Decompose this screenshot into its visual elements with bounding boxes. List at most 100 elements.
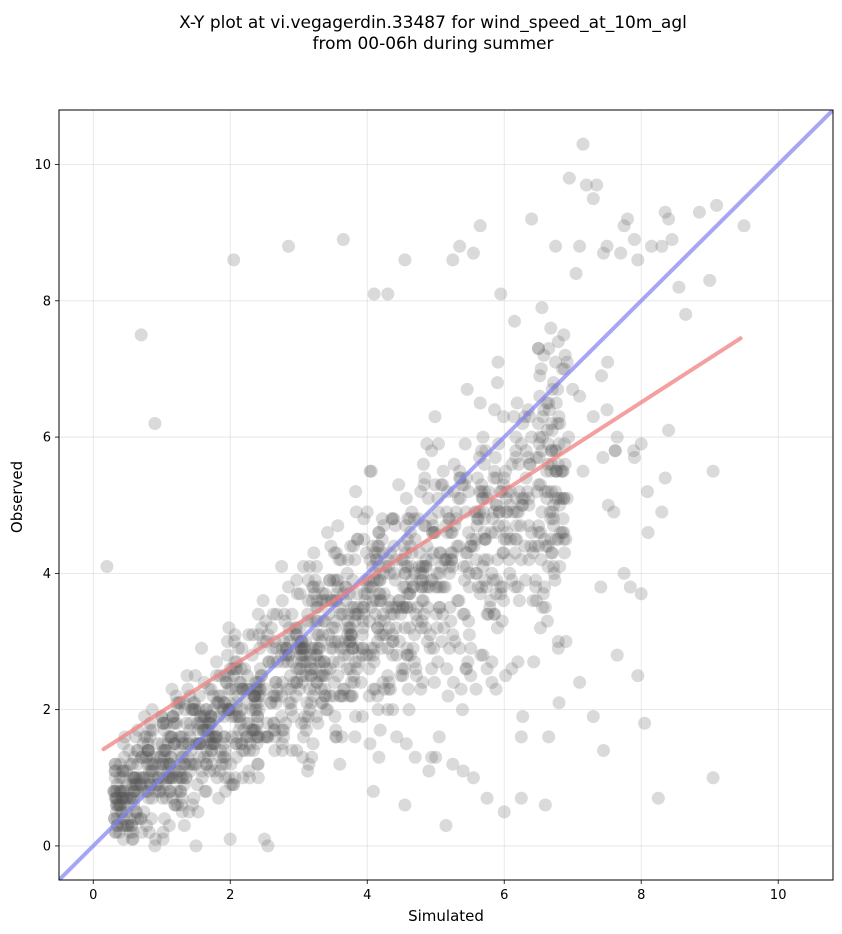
scatter-point bbox=[510, 532, 524, 546]
scatter-point bbox=[110, 798, 123, 812]
scatter-point bbox=[514, 519, 528, 533]
scatter-point bbox=[419, 560, 433, 573]
scatter-point bbox=[266, 689, 280, 703]
scatter-point bbox=[327, 573, 341, 587]
scatter-point bbox=[155, 757, 169, 771]
scatter-point bbox=[534, 362, 548, 376]
scatter-point bbox=[357, 532, 371, 546]
scatter-point bbox=[217, 696, 231, 710]
scatter-point bbox=[576, 464, 590, 478]
scatter-point bbox=[422, 764, 436, 778]
scatter-point bbox=[600, 239, 614, 253]
scatter-point bbox=[555, 464, 569, 478]
scatter-point bbox=[399, 560, 413, 573]
scatter-point bbox=[345, 675, 358, 689]
scatter-point bbox=[304, 696, 318, 710]
scatter-point bbox=[158, 744, 171, 757]
scatter-point bbox=[386, 512, 400, 526]
regression-line bbox=[101, 336, 743, 752]
scatter-point bbox=[506, 505, 520, 519]
scatter-point bbox=[120, 778, 134, 792]
scatter-point bbox=[512, 505, 526, 519]
lines-layer bbox=[59, 110, 833, 880]
scatter-point bbox=[553, 560, 567, 573]
scatter-point bbox=[447, 675, 460, 689]
scatter-point bbox=[608, 444, 622, 458]
scatter-point bbox=[165, 682, 179, 696]
scatter-point bbox=[479, 532, 493, 546]
scatter-point bbox=[175, 791, 189, 805]
scatter-point bbox=[178, 757, 192, 771]
scatter-point bbox=[249, 703, 263, 717]
scatter-point bbox=[119, 791, 133, 805]
scatter-point bbox=[211, 696, 225, 710]
scatter-point bbox=[372, 750, 386, 764]
scatter-point bbox=[397, 600, 410, 614]
scatter-point bbox=[340, 662, 354, 676]
scatter-point bbox=[706, 771, 720, 785]
scatter-point bbox=[164, 784, 178, 798]
scatter-point bbox=[373, 573, 387, 587]
scatter-point bbox=[395, 662, 409, 676]
scatter-point bbox=[226, 778, 240, 792]
scatter-point bbox=[349, 485, 363, 499]
scatter-point bbox=[600, 403, 614, 417]
scatter-point bbox=[152, 784, 166, 798]
scatter-point bbox=[115, 791, 129, 805]
scatter-point bbox=[408, 566, 421, 580]
scatter-point bbox=[264, 621, 278, 635]
scatter-point bbox=[248, 689, 262, 703]
scatter-point bbox=[492, 519, 506, 533]
scatter-point bbox=[325, 635, 339, 648]
scatter-point bbox=[529, 580, 543, 594]
scatter-point bbox=[179, 716, 193, 730]
scatter-point bbox=[382, 675, 396, 689]
scatter-point bbox=[151, 771, 165, 785]
scatter-point bbox=[415, 594, 429, 608]
scatter-point bbox=[318, 682, 332, 696]
scatter-point bbox=[175, 737, 189, 751]
scatter-point bbox=[180, 669, 194, 683]
scatter-point bbox=[310, 710, 323, 723]
scatter-point bbox=[356, 600, 370, 614]
scatter-point bbox=[479, 580, 493, 594]
scatter-point bbox=[227, 253, 241, 267]
scatter-point bbox=[545, 444, 558, 458]
x-tick-label: 10 bbox=[770, 888, 787, 903]
scatter-point bbox=[497, 546, 510, 560]
scatter-point bbox=[333, 689, 347, 703]
scatter-point bbox=[597, 246, 610, 260]
scatter-point bbox=[238, 662, 252, 676]
scatter-point bbox=[445, 553, 458, 567]
scatter-point bbox=[454, 682, 468, 696]
scatter-point bbox=[110, 778, 124, 792]
scatter-point bbox=[405, 505, 419, 519]
scatter-point bbox=[271, 682, 284, 696]
scatter-point bbox=[135, 771, 149, 785]
scatter-point bbox=[153, 750, 167, 764]
scatter-point bbox=[146, 764, 160, 778]
scatter-point bbox=[373, 723, 387, 737]
scatter-point bbox=[223, 832, 237, 846]
scatter-point bbox=[275, 723, 289, 737]
scatter-point bbox=[522, 491, 536, 505]
scatter-point bbox=[199, 757, 213, 771]
scatter-point bbox=[439, 819, 453, 832]
scatter-point bbox=[351, 607, 365, 621]
scatter-point bbox=[151, 737, 165, 751]
scatter-point bbox=[453, 464, 467, 478]
scatter-point bbox=[285, 607, 299, 621]
scatter-point bbox=[703, 273, 717, 287]
scatter-point bbox=[562, 171, 576, 185]
scatter-point bbox=[108, 764, 122, 778]
scatter-point bbox=[462, 526, 476, 539]
scatter-point bbox=[349, 607, 363, 621]
scatter-point bbox=[166, 791, 180, 805]
scatter-point bbox=[327, 675, 341, 689]
scatter-point bbox=[251, 730, 265, 744]
scatter-point bbox=[309, 614, 323, 628]
scatter-point bbox=[293, 587, 307, 601]
scatter-point bbox=[662, 423, 676, 437]
scatter-point bbox=[158, 750, 171, 764]
scatter-point bbox=[469, 566, 482, 580]
